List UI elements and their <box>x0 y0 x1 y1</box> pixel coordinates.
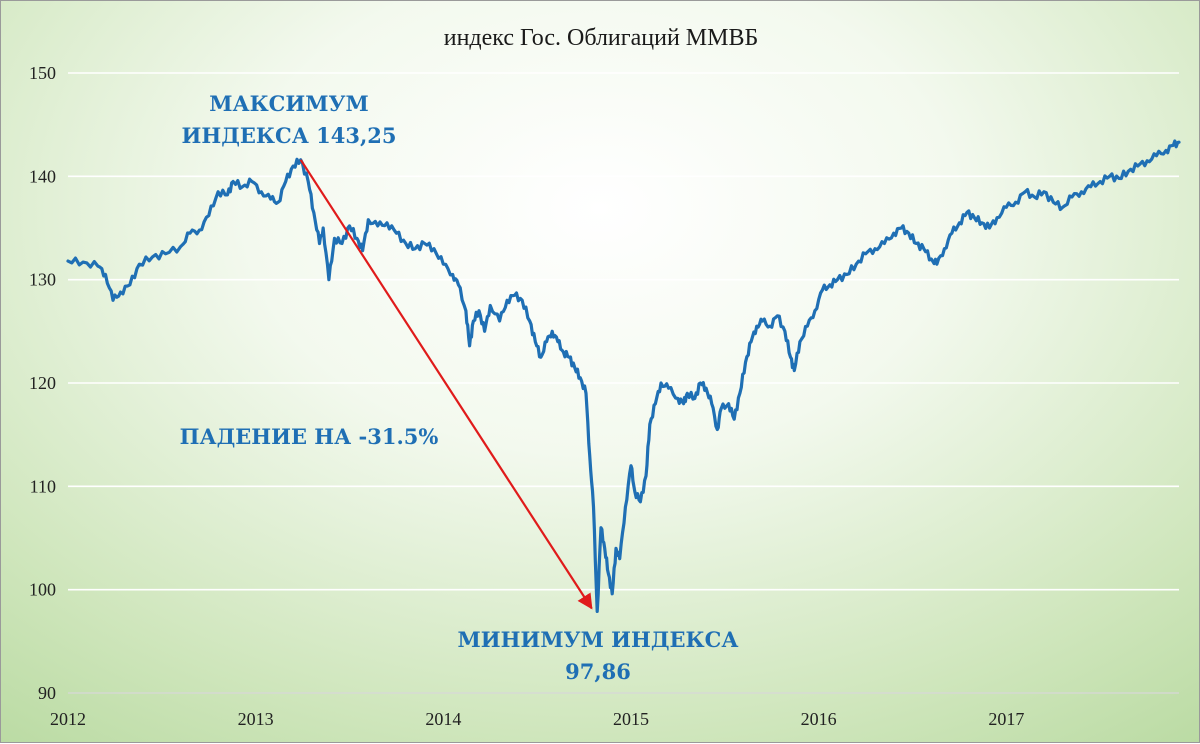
x-tick-label: 2017 <box>988 709 1024 729</box>
min-annotation-line2: 97,86 <box>565 659 631 684</box>
min-annotation-line1: МИНИМУМ ИНДЕКСА <box>458 627 739 652</box>
y-axis: 90 100 110 120 130 140 150 <box>29 63 56 703</box>
x-tick-label: 2014 <box>425 709 461 729</box>
y-tick-label: 150 <box>29 63 56 83</box>
x-tick-label: 2013 <box>238 709 274 729</box>
y-tick-label: 110 <box>30 476 56 496</box>
x-tick-label: 2016 <box>801 709 837 729</box>
x-axis: 2012 2013 2014 2015 2016 2017 <box>50 709 1024 729</box>
y-tick-label: 130 <box>29 270 56 290</box>
x-tick-label: 2012 <box>50 709 86 729</box>
drop-annotation: ПАДЕНИЕ НА -31.5% <box>180 424 439 449</box>
series-line-index <box>66 139 1181 613</box>
y-tick-label: 100 <box>29 580 56 600</box>
x-tick-label: 2015 <box>613 709 649 729</box>
max-annotation-line2: ИНДЕКСА 143,25 <box>182 123 397 148</box>
gridlines <box>68 72 1179 694</box>
chart-title: индекс Гос. Облигаций ММВБ <box>444 25 759 51</box>
y-tick-label: 140 <box>29 166 56 186</box>
y-tick-label: 90 <box>38 683 56 703</box>
drop-arrow <box>299 159 593 610</box>
max-annotation-line1: МАКСИМУМ <box>209 91 369 116</box>
y-tick-label: 120 <box>29 373 56 393</box>
